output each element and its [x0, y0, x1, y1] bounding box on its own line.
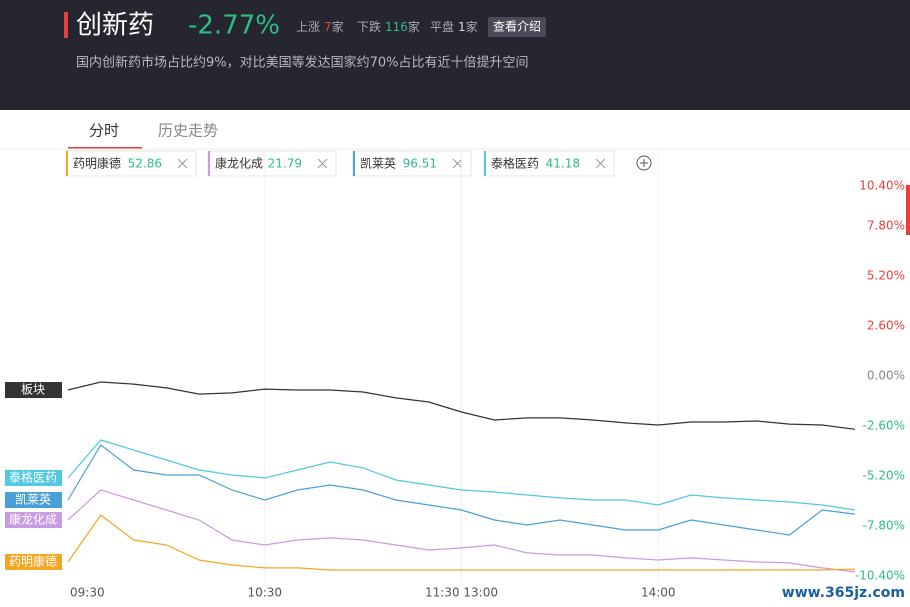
chip-color	[484, 151, 486, 176]
stat-count: 1	[458, 20, 466, 34]
y-tick-label: 5.20%	[867, 269, 905, 283]
chip-color	[353, 151, 355, 176]
x-tick-label: 10:30	[247, 586, 282, 600]
sector-title: 创新药	[76, 11, 154, 41]
chip-close[interactable]	[177, 158, 188, 169]
series-label-bg	[5, 382, 62, 399]
x-tick-label: 11:30 13:00	[425, 586, 498, 600]
intro-button[interactable]	[488, 17, 546, 37]
subtitle: 国内创新药市场占比约9%，对比美国等发达国家约70%占比有近十倍提升空间	[76, 55, 529, 71]
y-tick-label: 0.00%	[867, 369, 905, 383]
y-tick-label: -2.60%	[863, 419, 905, 433]
y-tick-label: -5.20%	[863, 469, 905, 483]
series-line	[67, 514, 856, 571]
chip-name: 康龙化成	[215, 156, 263, 171]
series-label: 凯莱英	[15, 493, 51, 507]
chip-price: 96.51	[403, 157, 437, 171]
chip-price: 21.79	[268, 157, 302, 171]
series-line	[67, 489, 856, 573]
series-label-bg	[5, 469, 62, 486]
y-tick-label: 2.60%	[867, 319, 905, 333]
stat-label: 下跌	[357, 19, 381, 34]
y-tick-label: -10.40%	[855, 569, 905, 583]
x-tick-label: 09:30	[70, 586, 105, 600]
chip-color	[66, 151, 68, 176]
series-label-bg	[5, 553, 62, 570]
chip-name: 药明康德	[73, 156, 121, 171]
series-label: 泰格医药	[9, 469, 57, 484]
series-line	[67, 444, 856, 536]
add-stock[interactable]	[636, 155, 652, 171]
series-line	[67, 381, 856, 430]
stock-chip[interactable]	[65, 150, 197, 177]
chip-price: 41.18	[546, 157, 580, 171]
stats: 上涨 7家 下跌 116家 平盘 1家	[296, 19, 478, 34]
sector-change: -2.77%	[188, 11, 280, 41]
series-label: 康龙化成	[9, 512, 57, 527]
stat-label: 上涨	[296, 19, 320, 34]
stock-chip[interactable]	[207, 150, 337, 177]
stat-count: 7	[324, 20, 332, 34]
y-tick-label: -7.80%	[863, 519, 905, 533]
chip-close[interactable]	[452, 158, 463, 169]
x-tick-label: 14:00	[641, 586, 676, 600]
title-marker	[64, 12, 68, 38]
series-label: 板块	[21, 383, 45, 397]
stat-label: 平盘	[430, 19, 454, 34]
stat-count: 116	[385, 20, 408, 34]
stat: 下跌 116家	[357, 19, 420, 34]
add-icon	[640, 159, 648, 167]
intro-button-label[interactable]: 查看介绍	[493, 20, 541, 34]
stat-unit: 家	[466, 19, 478, 34]
stat: 上涨 7家	[296, 19, 344, 34]
tab-underline	[68, 147, 142, 149]
chip-close[interactable]	[317, 158, 328, 169]
stock-chip[interactable]	[483, 150, 615, 177]
chip-color	[208, 151, 210, 176]
chip-name: 泰格医药	[491, 156, 539, 171]
series-label-bg	[5, 512, 62, 529]
series-line	[67, 439, 856, 511]
chip-price: 52.86	[128, 157, 162, 171]
y-tick-label: 10.40%	[859, 179, 905, 193]
stat-unit: 家	[408, 19, 420, 34]
series-label: 药明康德	[9, 553, 57, 568]
tab[interactable]: 历史走势	[158, 122, 218, 140]
y-tick-label: 7.80%	[867, 219, 905, 233]
scroll-indicator	[906, 185, 910, 235]
chip-name: 凯莱英	[360, 157, 396, 171]
header-bg	[0, 0, 910, 110]
stat: 平盘 1家	[430, 19, 478, 34]
series-label-bg	[5, 492, 62, 509]
tab[interactable]: 分时	[89, 122, 119, 140]
watermark: www.365jz.com	[782, 585, 905, 601]
chip-close[interactable]	[595, 158, 606, 169]
stat-unit: 家	[332, 19, 344, 34]
